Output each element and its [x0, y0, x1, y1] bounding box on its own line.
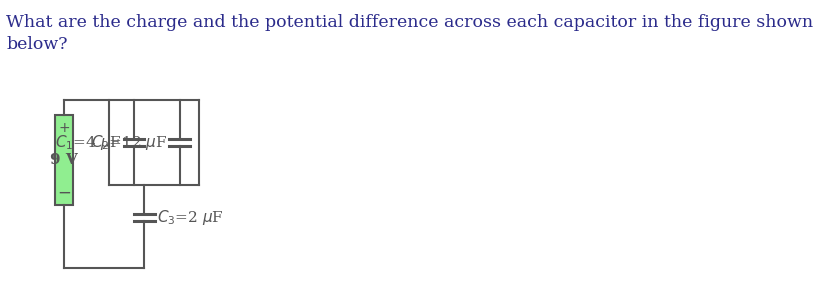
- Text: +: +: [58, 121, 70, 135]
- Text: $C_2$=12 $\mu$F: $C_2$=12 $\mu$F: [91, 133, 167, 152]
- Text: What are the charge and the potential difference across each capacitor in the fi: What are the charge and the potential di…: [7, 14, 813, 31]
- Text: 9 V: 9 V: [50, 153, 78, 167]
- Text: below?: below?: [7, 36, 68, 53]
- Text: $C_1$=4 $\mu$F: $C_1$=4 $\mu$F: [55, 133, 122, 152]
- Text: −: −: [57, 184, 71, 202]
- FancyBboxPatch shape: [55, 115, 74, 205]
- Text: $C_3$=2 $\mu$F: $C_3$=2 $\mu$F: [157, 208, 223, 227]
